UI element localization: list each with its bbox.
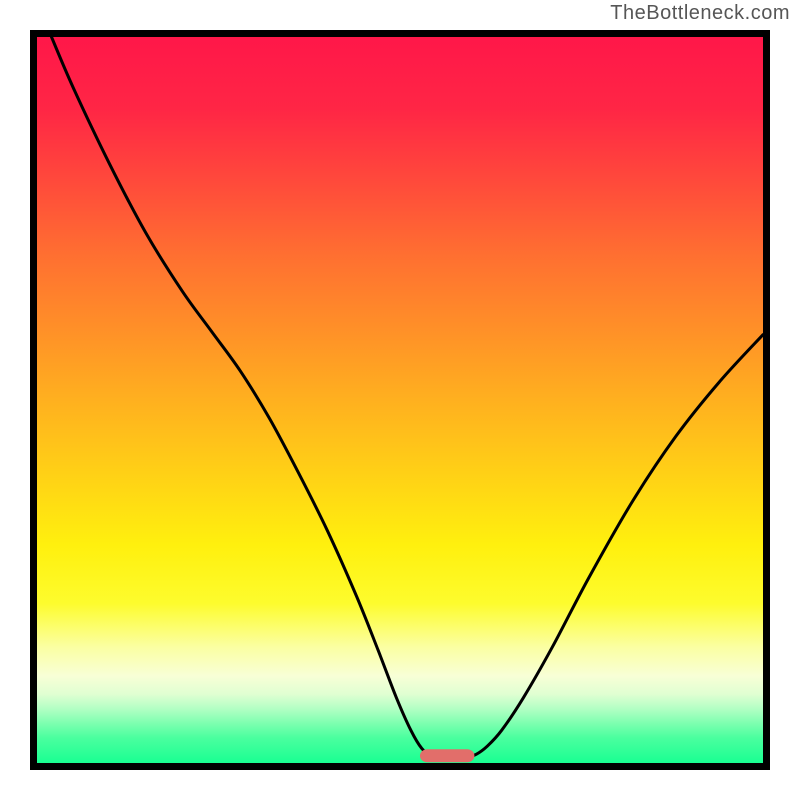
chart-svg — [0, 30, 800, 800]
optimal-marker — [420, 749, 474, 762]
gradient-background — [37, 37, 763, 763]
plot-area — [34, 34, 767, 767]
watermark-text: TheBottleneck.com — [610, 2, 790, 25]
bottleneck-chart — [0, 30, 800, 800]
